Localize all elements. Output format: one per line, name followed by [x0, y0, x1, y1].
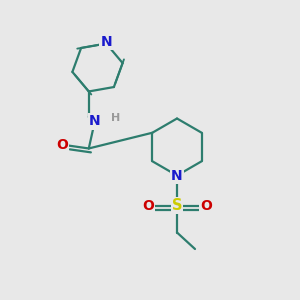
Text: N: N	[100, 35, 112, 49]
Text: N: N	[89, 115, 100, 128]
Text: O: O	[142, 199, 154, 212]
Text: N: N	[171, 169, 183, 182]
Text: O: O	[200, 199, 212, 212]
Text: H: H	[111, 113, 120, 123]
Text: S: S	[172, 198, 182, 213]
Text: O: O	[56, 139, 68, 152]
